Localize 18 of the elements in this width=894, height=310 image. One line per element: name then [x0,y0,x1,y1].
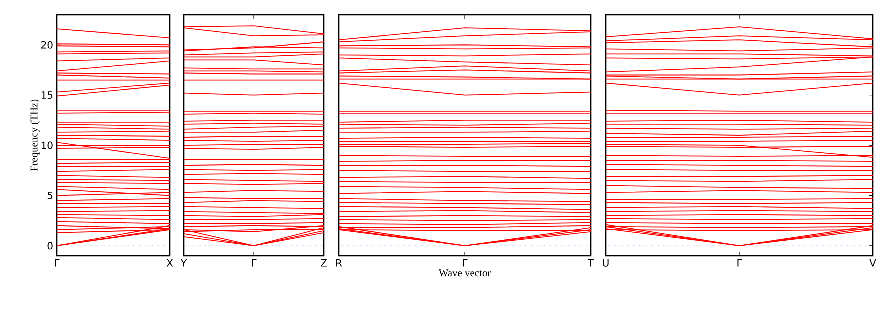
x-tick-label: Γ [463,260,468,267]
x-tick-label: Z [321,260,327,267]
x-tick-label: R [336,260,342,267]
y-tick-label: 5 [48,192,53,200]
y-tick-label: 20 [42,41,53,49]
y-tick-label: 10 [42,142,53,150]
x-tick-label: U [603,260,609,267]
x-tick-label: Γ [55,260,60,267]
y-tick-label: 0 [48,242,53,250]
x-tick-label: Γ [738,260,742,267]
y-axis-title: Frequency (THz) [30,100,40,172]
x-tick-label: X [166,260,174,267]
x-tick-label: V [870,260,876,267]
x-axis-title: Wave vector [438,270,492,277]
x-tick-label: T [588,260,594,267]
x-tick-label: Γ [252,260,257,267]
x-tick-label: Y [180,260,188,267]
y-tick-label: 15 [42,92,53,100]
